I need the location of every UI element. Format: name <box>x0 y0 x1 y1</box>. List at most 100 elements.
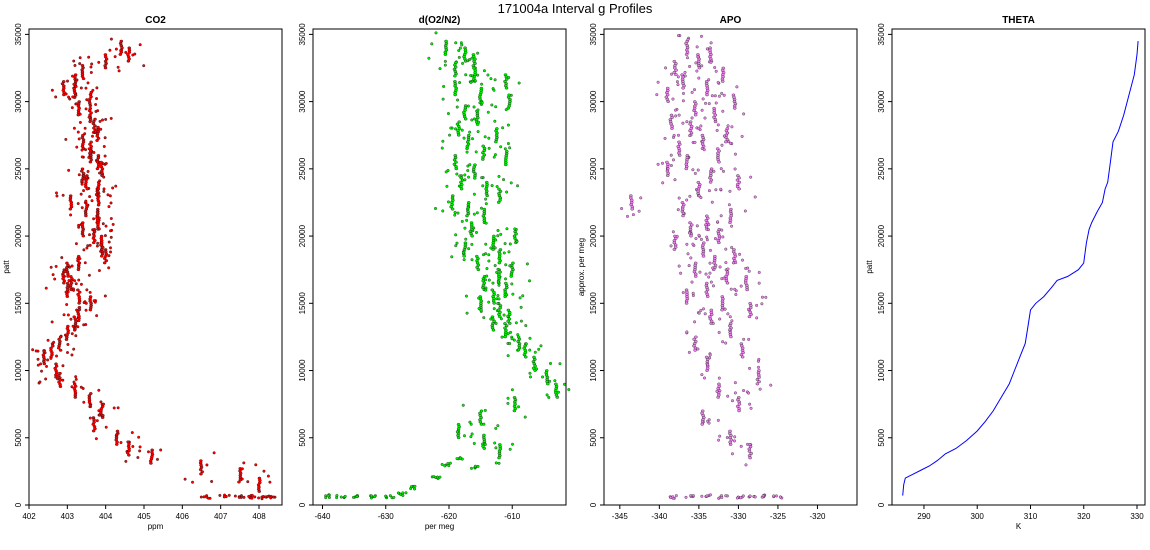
theta-xlabel: K <box>1016 522 1022 531</box>
o2n2-surface-point <box>430 475 442 481</box>
co2-point <box>50 320 80 341</box>
o2n2-surface-point <box>455 456 464 461</box>
co2-point <box>31 348 53 366</box>
theta-ylabel: patt <box>865 260 874 274</box>
co2-point <box>56 375 86 404</box>
apo-point <box>707 60 726 85</box>
co2-point <box>61 270 89 292</box>
co2-point <box>183 451 216 484</box>
o2n2-surface-point <box>352 494 360 499</box>
co2-ytick-label: 25000 <box>14 157 23 180</box>
o2n2-point <box>508 330 532 352</box>
co2-point <box>67 74 90 102</box>
apo-point <box>685 180 718 204</box>
apo-ytick-label: 25000 <box>589 157 598 180</box>
apo-point <box>677 91 714 120</box>
apo-point <box>690 80 718 105</box>
co2-point <box>60 254 91 277</box>
apo-surface-point <box>772 494 784 500</box>
apo-point <box>683 47 718 74</box>
co2-frame <box>28 28 283 506</box>
theta-line <box>902 41 1139 496</box>
co2-xlabel: ppm <box>148 522 164 531</box>
o2n2-point <box>440 146 467 177</box>
o2n2-point <box>469 432 498 450</box>
apo-xtick-label: -335 <box>691 512 708 521</box>
o2n2-point <box>528 362 566 386</box>
co2-ylabel: patt <box>2 260 11 274</box>
co2-surface-point <box>233 494 246 499</box>
o2n2-point <box>472 174 506 206</box>
apo-surface-point <box>668 494 678 500</box>
apo-point <box>669 230 692 251</box>
o2n2-point <box>441 74 473 102</box>
o2n2-point <box>487 278 525 300</box>
o2n2-point <box>492 142 510 167</box>
co2-surface-point <box>247 494 257 500</box>
o2n2-point <box>545 379 571 399</box>
apo-point <box>685 330 712 360</box>
o2n2-point <box>469 79 484 109</box>
theta-ytick-label: 35000 <box>877 23 886 46</box>
o2n2-point <box>498 261 531 283</box>
co2-surface-point <box>218 493 231 499</box>
co2-xtick-label: 403 <box>61 512 75 521</box>
theta-ytick-label: 0 <box>877 502 886 507</box>
apo-point <box>717 85 746 116</box>
o2n2-xtick-label: -630 <box>378 512 395 521</box>
o2n2-xtick-label: -610 <box>504 512 521 521</box>
apo-title: APO <box>720 15 742 26</box>
apo-xtick-label: -330 <box>730 512 747 521</box>
apo-point <box>709 220 734 252</box>
apo-point <box>729 269 764 299</box>
co2-point <box>83 125 107 142</box>
o2n2-surface-point <box>384 494 396 500</box>
o2n2-surface-point <box>335 494 347 500</box>
co2-ytick-label: 0 <box>14 502 23 507</box>
theta-ytick-label: 5000 <box>877 428 886 446</box>
apo-point <box>655 80 685 111</box>
apo-ytick-label: 10000 <box>589 359 598 382</box>
co2-point <box>74 223 108 252</box>
o2n2-point <box>445 169 471 191</box>
co2-point <box>50 80 83 101</box>
o2n2-xtick-label: -620 <box>441 512 458 521</box>
apo-point <box>676 194 703 218</box>
o2n2-surface-point <box>324 493 331 500</box>
co2-point <box>66 288 98 312</box>
o2n2-point <box>528 347 552 379</box>
o2n2-ytick-label: 35000 <box>298 23 307 46</box>
apo-point <box>699 101 725 128</box>
theta-ytick-label: 10000 <box>877 359 886 382</box>
theta-ytick-label: 25000 <box>877 157 886 180</box>
apo-ytick-label: 30000 <box>589 90 598 113</box>
theta-ytick-label: 15000 <box>877 292 886 315</box>
o2n2-point <box>450 241 474 259</box>
co2-point <box>55 335 76 358</box>
o2n2-point <box>434 194 460 215</box>
o2n2-surface-point <box>470 464 480 470</box>
theta-panel: THETA 290 300 310 320 330 0 5000 10000 15000 20000… <box>865 15 1146 531</box>
co2-xtick-label: 404 <box>99 512 113 521</box>
apo-point <box>688 221 711 242</box>
co2-point <box>51 257 80 282</box>
co2-point <box>77 216 101 245</box>
co2-point <box>136 445 163 465</box>
apo-point <box>698 254 728 275</box>
o2n2-point <box>481 267 500 292</box>
co2-point <box>115 433 142 463</box>
theta-xtick-label: 320 <box>1077 512 1091 521</box>
apo-surface-point <box>717 494 729 500</box>
apo-xtick-label: -325 <box>770 512 787 521</box>
o2n2-xtick-label: -640 <box>314 512 331 521</box>
o2n2-point <box>489 239 519 265</box>
co2-surface-point <box>199 494 212 500</box>
co2-xtick-label: 405 <box>137 512 151 521</box>
apo-point <box>668 108 689 137</box>
co2-point <box>237 461 258 484</box>
co2-ytick-label: 15000 <box>14 292 23 315</box>
o2n2-ytick-label: 5000 <box>298 428 307 446</box>
apo-frame <box>603 28 858 506</box>
co2-point <box>97 400 120 419</box>
apo-point <box>715 376 737 399</box>
